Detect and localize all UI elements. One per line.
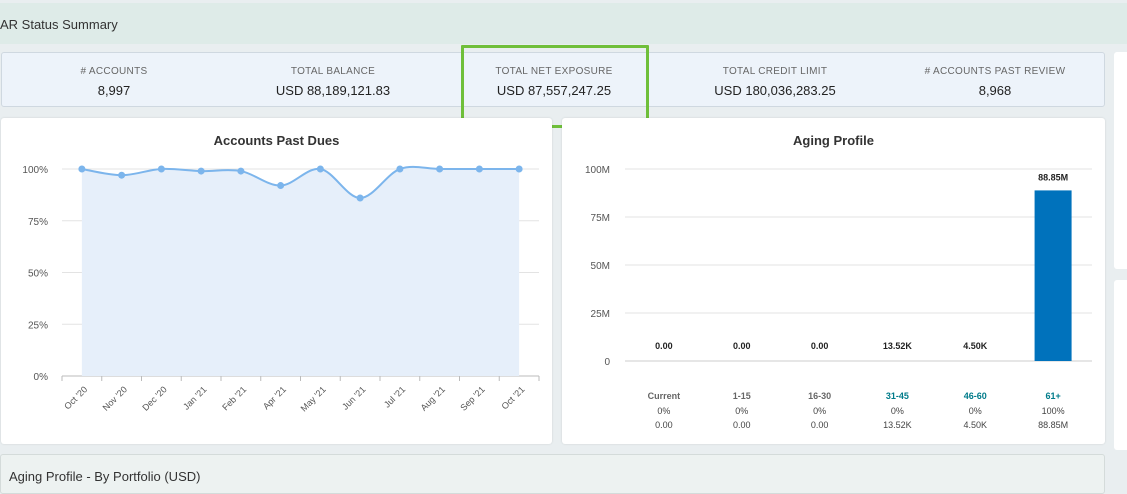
section-header xyxy=(0,3,1127,44)
bucket-label: 1-15 xyxy=(733,391,751,401)
aging-profile-chart: 0 25M 50M 75M 100M 0.00 Current 0% 0.00 0.00 1-15 0… xyxy=(585,165,1092,430)
data-point xyxy=(118,171,126,179)
bucket-percent: 0% xyxy=(891,406,904,416)
aging-by-portfolio-section[interactable]: Aging Profile - By Portfolio (USD) xyxy=(0,454,1105,494)
y-tick-label: 0% xyxy=(34,372,49,383)
chart-title: Aging Profile xyxy=(793,133,874,148)
aging-profile-card: Aging Profile 0 25M 50M 75M 100M 0.00 Current 0… xyxy=(562,118,1105,444)
x-tick-label: Dec '20 xyxy=(140,384,168,412)
bar xyxy=(1034,190,1072,361)
bucket-label: 46-60 xyxy=(964,391,987,401)
bucket-amount: 0.00 xyxy=(655,420,673,430)
y-tick-label: 75M xyxy=(591,213,610,224)
bucket-amount: 13.52K xyxy=(883,420,912,430)
bucket-amount: 88.85M xyxy=(1038,420,1068,430)
kpi-value: USD 180,036,283.25 xyxy=(714,83,836,98)
x-tick-label: Apr '21 xyxy=(261,384,288,411)
kpi-total-balance: TOTAL BALANCE USD 88,189,121.83 xyxy=(233,53,433,108)
data-point xyxy=(237,167,245,175)
data-label: 13.52K xyxy=(883,341,913,351)
data-point xyxy=(515,165,523,173)
x-tick-label: Oct '21 xyxy=(500,384,527,411)
data-label: 0.00 xyxy=(655,341,673,351)
kpi-value: USD 88,189,121.83 xyxy=(275,83,391,98)
kpi-summary-bar: # ACCOUNTS 8,997 TOTAL BALANCE USD 88,18… xyxy=(1,52,1105,107)
bucket-amount: 0.00 xyxy=(733,420,751,430)
y-tick-label: 0 xyxy=(604,357,610,368)
section-title: Aging Profile - By Portfolio (USD) xyxy=(9,469,201,484)
kpi-accounts-past-review: # ACCOUNTS PAST REVIEW 8,968 xyxy=(895,53,1095,108)
bucket-label: 61+ xyxy=(1045,391,1060,401)
y-tick-label: 50M xyxy=(591,261,610,272)
x-tick-label: Jul '21 xyxy=(382,384,407,409)
kpi-label: TOTAL BALANCE xyxy=(290,66,376,77)
data-point xyxy=(356,194,364,202)
x-tick-label: Sep '21 xyxy=(458,384,486,412)
kpi-label: TOTAL CREDIT LIMIT xyxy=(722,66,828,77)
bucket-label: 31-45 xyxy=(886,391,909,401)
data-point xyxy=(277,182,285,190)
y-tick-label: 25% xyxy=(28,320,48,331)
data-point xyxy=(78,165,86,173)
bucket-amount: 4.50K xyxy=(963,420,987,430)
y-tick-label: 100M xyxy=(585,165,610,176)
bucket-percent: 0% xyxy=(657,406,670,416)
kpi-label: # ACCOUNTS PAST REVIEW xyxy=(924,66,1066,77)
data-point xyxy=(157,165,165,173)
data-label: 0.00 xyxy=(733,341,751,351)
x-tick-label: Oct '20 xyxy=(62,384,89,411)
data-point xyxy=(396,165,404,173)
bucket-label: Current xyxy=(648,391,681,401)
bucket-percent: 0% xyxy=(813,406,826,416)
y-tick-label: 75% xyxy=(28,217,48,228)
x-tick-label: Nov '20 xyxy=(101,384,129,412)
y-tick-label: 25M xyxy=(591,309,610,320)
data-label: 88.85M xyxy=(1038,172,1068,182)
data-label: 4.50K xyxy=(963,341,988,351)
kpi-total-credit-limit: TOTAL CREDIT LIMIT USD 180,036,283.25 xyxy=(675,53,875,108)
y-tick-label: 50% xyxy=(28,269,48,280)
kpi-accounts: # ACCOUNTS 8,997 xyxy=(14,53,214,108)
area-fill xyxy=(81,166,520,376)
bucket-percent: 100% xyxy=(1042,406,1065,416)
data-point xyxy=(436,165,444,173)
bucket-percent: 0% xyxy=(969,406,982,416)
kpi-value: 8,968 xyxy=(978,83,1012,98)
kpi-label: # ACCOUNTS xyxy=(80,66,148,77)
side-card xyxy=(1114,52,1127,269)
bucket-amount: 0.00 xyxy=(811,420,829,430)
chart-title: Accounts Past Dues xyxy=(213,133,340,148)
x-tick-label: Jan '21 xyxy=(181,384,208,411)
kpi-label: TOTAL NET EXPOSURE xyxy=(495,66,613,77)
section-title: AR Status Summary xyxy=(0,17,118,32)
x-tick-label: Jun '21 xyxy=(340,384,367,411)
accounts-past-dues-chart: 0% 25% 50% 75% 100% Oct '20 Nov '20 Dec '20 Jan … xyxy=(22,165,540,414)
side-card xyxy=(1114,280,1127,450)
data-point xyxy=(475,165,483,173)
data-point xyxy=(197,167,205,175)
data-point xyxy=(316,165,324,173)
x-tick-label: May '21 xyxy=(299,384,328,413)
kpi-value: USD 87,557,247.25 xyxy=(496,83,612,98)
data-label: 0.00 xyxy=(811,341,829,351)
kpi-value: 8,997 xyxy=(97,83,131,98)
y-tick-label: 100% xyxy=(22,165,48,176)
kpi-total-net-exposure: TOTAL NET EXPOSURE USD 87,557,247.25 xyxy=(454,53,654,108)
accounts-past-dues-card: Accounts Past Dues 0% 25% 50% 75% 100% Oct '2… xyxy=(1,118,552,444)
bucket-label: 16-30 xyxy=(808,391,831,401)
bucket-percent: 0% xyxy=(735,406,748,416)
x-tick-label: Aug '21 xyxy=(419,384,447,412)
x-tick-label: Feb '21 xyxy=(220,384,248,412)
